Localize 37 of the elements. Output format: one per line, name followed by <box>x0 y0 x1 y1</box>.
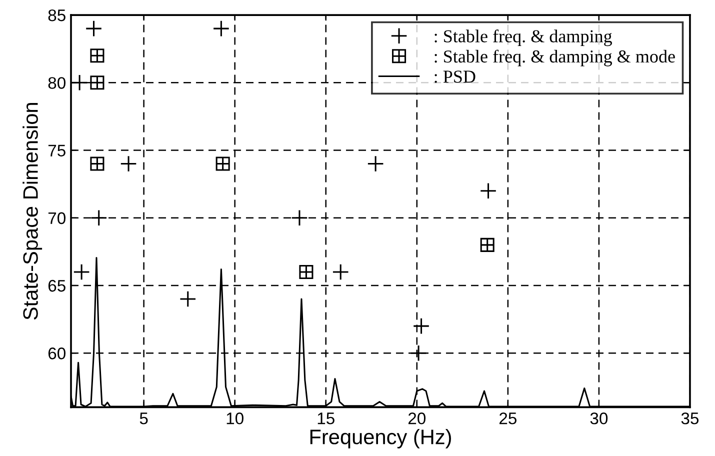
point <box>90 76 104 90</box>
point <box>212 20 230 37</box>
point <box>73 264 90 280</box>
point <box>85 20 102 37</box>
legend-label: : PSD <box>434 70 476 83</box>
x-tick-label: 35 <box>681 412 699 424</box>
y-tick-label: 85 <box>48 9 66 22</box>
point <box>71 74 88 92</box>
point <box>480 238 494 252</box>
x-tick-label: 15 <box>318 412 334 424</box>
legend-label: : Stable freq. & damping & mode <box>434 50 675 66</box>
point <box>179 290 196 308</box>
point <box>367 155 384 172</box>
legend-label: : Stable freq. & damping <box>434 29 612 46</box>
y-tick-label: 80 <box>48 77 66 89</box>
point <box>410 344 427 362</box>
point <box>120 155 137 172</box>
point <box>216 156 230 171</box>
x-tick-label: 20 <box>408 412 426 424</box>
y-tick-label: 70 <box>48 212 66 224</box>
point <box>90 209 108 226</box>
x-tick-label: 10 <box>226 412 244 424</box>
y-tick-label: 75 <box>48 144 66 156</box>
y-tick-label: 65 <box>48 280 66 292</box>
point <box>332 264 350 280</box>
point <box>90 156 104 171</box>
x-axis-title: Frequency (Hz) <box>310 428 451 448</box>
y-tick-label: 60 <box>48 348 66 360</box>
point <box>480 182 497 200</box>
y-axis-title: State-Space Dimension <box>22 103 42 320</box>
point <box>291 209 308 226</box>
point <box>299 264 314 279</box>
point <box>90 48 104 63</box>
x-tick-label: 25 <box>499 412 516 424</box>
x-tick-label: 5 <box>140 412 148 424</box>
point <box>412 318 430 334</box>
x-tick-label: 30 <box>590 412 608 424</box>
